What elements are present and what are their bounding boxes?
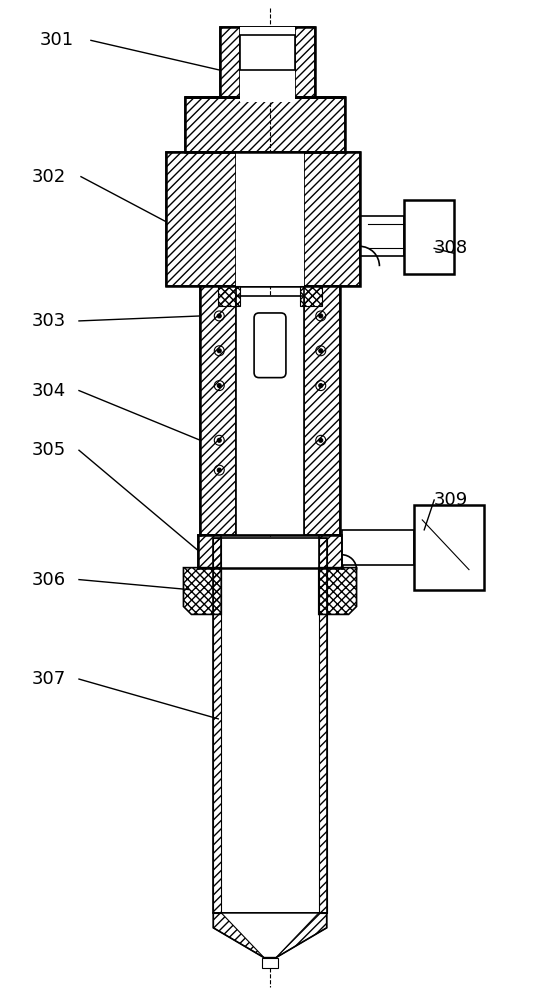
Text: 309: 309 xyxy=(434,491,469,509)
Text: 302: 302 xyxy=(31,168,66,186)
Bar xyxy=(186,97,345,152)
Text: 305: 305 xyxy=(31,441,66,459)
Bar xyxy=(220,27,315,97)
Bar xyxy=(240,35,295,70)
FancyBboxPatch shape xyxy=(254,313,286,378)
Circle shape xyxy=(217,349,221,353)
Bar xyxy=(166,152,236,286)
Text: 301: 301 xyxy=(39,31,73,49)
Bar xyxy=(304,286,340,535)
Bar xyxy=(213,538,221,913)
Text: 303: 303 xyxy=(31,312,66,330)
Circle shape xyxy=(319,384,323,388)
Bar xyxy=(300,286,322,306)
Circle shape xyxy=(319,438,323,442)
Bar xyxy=(236,152,304,286)
Text: 308: 308 xyxy=(434,239,468,257)
Bar xyxy=(186,97,345,152)
Bar xyxy=(166,152,359,286)
Circle shape xyxy=(217,384,221,388)
Bar xyxy=(218,286,240,306)
Bar xyxy=(319,538,327,913)
Bar xyxy=(262,958,278,968)
Bar xyxy=(213,538,327,913)
Bar xyxy=(220,27,315,97)
Circle shape xyxy=(217,314,221,318)
Text: 306: 306 xyxy=(31,571,65,589)
Bar xyxy=(359,216,405,256)
Bar xyxy=(414,505,484,590)
Polygon shape xyxy=(240,97,295,102)
Bar xyxy=(405,200,454,274)
Text: 307: 307 xyxy=(31,670,66,688)
Circle shape xyxy=(217,438,221,442)
Bar xyxy=(240,27,295,97)
Bar xyxy=(304,152,359,286)
Bar xyxy=(342,530,414,565)
Bar xyxy=(200,286,236,535)
Bar xyxy=(236,296,304,535)
Polygon shape xyxy=(213,913,327,958)
Circle shape xyxy=(319,314,323,318)
Circle shape xyxy=(217,468,221,472)
Text: 304: 304 xyxy=(31,382,66,400)
Circle shape xyxy=(319,349,323,353)
